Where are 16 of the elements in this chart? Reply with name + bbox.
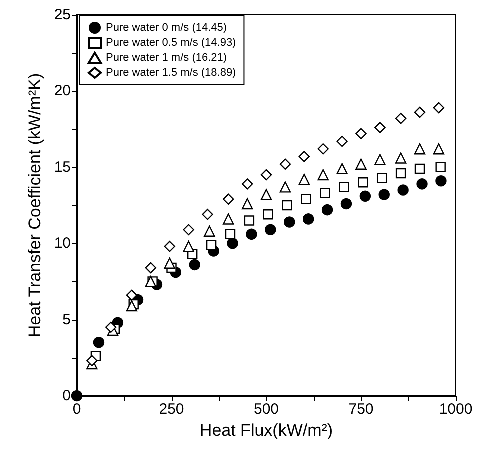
x-tick-label: 250 bbox=[159, 401, 184, 418]
y-tick-label: 20 bbox=[54, 82, 71, 100]
x-tick-label: 500 bbox=[254, 401, 280, 418]
y-tick-label: 25 bbox=[54, 6, 71, 24]
legend-label: Pure water 1.5 m/s (18.89) bbox=[106, 67, 236, 79]
x-axis-title: Heat Flux(kW/m²) bbox=[200, 421, 334, 440]
x-tick-label: 1000 bbox=[439, 401, 473, 418]
legend-label: Pure water 0 m/s (14.45) bbox=[106, 22, 228, 34]
y-tick-label: 10 bbox=[54, 235, 71, 252]
x-tick-label: 750 bbox=[348, 401, 374, 418]
y-tick-label: 0 bbox=[62, 388, 71, 404]
y-axis-title: Heat Transfer Coefficient (kW/m²K) bbox=[25, 73, 44, 338]
legend-label: Pure water 1 m/s (16.21) bbox=[106, 52, 228, 64]
legend-label: Pure water 0.5 m/s (14.93) bbox=[106, 37, 236, 49]
y-tick-label: 15 bbox=[54, 158, 71, 176]
y-tick-label: 5 bbox=[62, 311, 71, 328]
